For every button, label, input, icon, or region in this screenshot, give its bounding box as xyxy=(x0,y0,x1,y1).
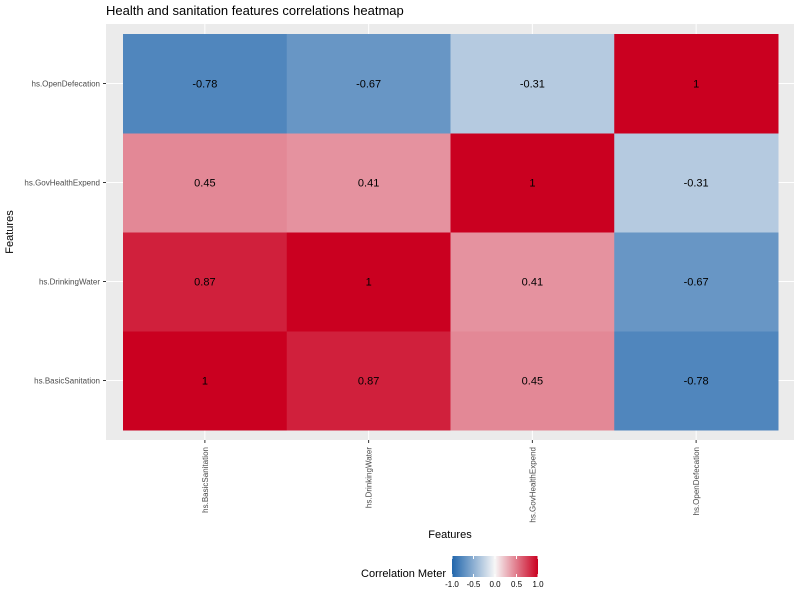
cell-value-label: -0.78 xyxy=(684,376,709,388)
cell-value-label: 1 xyxy=(202,376,208,388)
chart-title: Health and sanitation features correlati… xyxy=(106,3,404,18)
cell-value-label: -0.78 xyxy=(192,79,217,91)
cell-value-label: 0.41 xyxy=(522,277,543,289)
y-tick-label: hs.GovHealthExpend xyxy=(24,179,100,188)
legend-tick-label: 0.0 xyxy=(489,580,501,589)
heatmap-cell xyxy=(286,232,451,332)
heatmap-cell xyxy=(286,133,451,233)
y-tick-label: hs.DrinkingWater xyxy=(39,278,100,287)
cell-value-label: 0.45 xyxy=(522,376,543,388)
x-tick-label: hs.GovHealthExpend xyxy=(528,447,537,523)
cell-value-label: 1 xyxy=(366,277,372,289)
heatmap-cell xyxy=(123,232,288,332)
heatmap-cell xyxy=(123,331,288,431)
legend-title: Correlation Meter xyxy=(361,568,446,580)
cell-value-label: 0.87 xyxy=(358,376,379,388)
color-legend: Correlation Meter -1.0 -0.5 0.0 0.5 1.0 xyxy=(361,556,544,589)
legend-ticks: -1.0 -0.5 0.0 0.5 1.0 xyxy=(445,556,544,589)
y-tick-label: hs.BasicSanitation xyxy=(34,377,100,386)
legend-tick-label: -0.5 xyxy=(467,580,481,589)
heatmap-cells xyxy=(123,34,779,431)
heatmap-cell xyxy=(614,133,779,233)
legend-tick-label: 1.0 xyxy=(532,580,544,589)
cell-value-label: 0.87 xyxy=(194,277,215,289)
heatmap-cell xyxy=(614,232,779,332)
cell-value-label: -0.67 xyxy=(356,79,381,91)
heatmap-cell xyxy=(123,133,288,233)
heatmap-cell xyxy=(450,34,615,134)
cell-value-label: 0.45 xyxy=(194,178,215,190)
legend-colorbar xyxy=(452,556,538,577)
legend-tick-label: -1.0 xyxy=(445,580,459,589)
heatmap-cell xyxy=(286,331,451,431)
x-tick-label: hs.DrinkingWater xyxy=(365,447,374,508)
y-axis-title: Features xyxy=(4,210,16,254)
cell-value-labels: 1 0.87 0.45 -0.78 0.87 1 0.41 -0.67 0.45 0.41 1 -0.… xyxy=(192,79,708,388)
cell-value-label: -0.31 xyxy=(684,178,709,190)
heatmap-cell xyxy=(450,133,615,233)
cell-value-label: -0.67 xyxy=(684,277,709,289)
x-axis-ticks: hs.BasicSanitation hs.DrinkingWater hs.Gov… xyxy=(201,440,701,523)
heatmap-cell xyxy=(450,232,615,332)
heatmap-cell xyxy=(614,331,779,431)
x-axis-title: Features xyxy=(428,529,472,541)
cell-value-label: 0.41 xyxy=(358,178,379,190)
heatmap-cell xyxy=(614,34,779,134)
x-tick-label: hs.BasicSanitation xyxy=(201,447,210,513)
y-tick-label: hs.OpenDefecation xyxy=(32,80,101,89)
cell-value-label: 1 xyxy=(693,79,699,91)
heatmap-cell xyxy=(450,331,615,431)
cell-value-label: -0.31 xyxy=(520,79,545,91)
heatmap-cell xyxy=(123,34,288,134)
heatmap-cell xyxy=(286,34,451,134)
cell-value-label: 1 xyxy=(529,178,535,190)
legend-tick-label: 0.5 xyxy=(511,580,523,589)
y-axis-ticks: hs.BasicSanitation hs.DrinkingWater hs.Gov… xyxy=(24,80,106,386)
x-tick-label: hs.OpenDefecation xyxy=(692,447,701,516)
